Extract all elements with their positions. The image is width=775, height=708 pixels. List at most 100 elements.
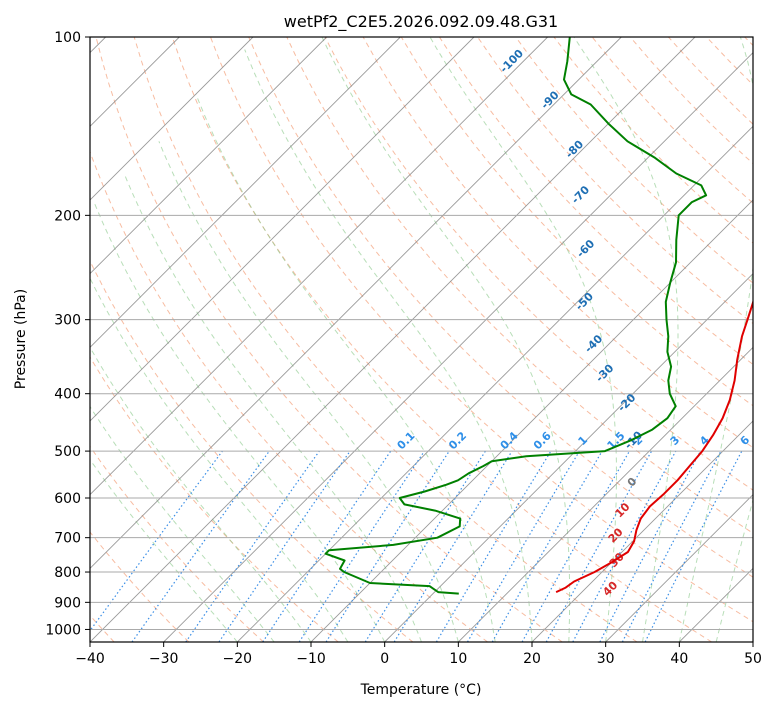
dry-adiabat-line <box>668 37 753 125</box>
moist-adiabat-line <box>90 458 238 642</box>
dry-adiabat-line <box>515 37 753 284</box>
mixing-ratio-line <box>218 450 351 642</box>
mixing-ratio-label: 0.4 <box>498 429 521 452</box>
dry-adiabat-line <box>744 37 753 47</box>
moist-adiabat-line <box>715 498 753 642</box>
dry-adiabat-line <box>90 259 414 642</box>
x-tick-label: −30 <box>149 651 179 667</box>
x-tick-label: 10 <box>449 651 467 667</box>
mixing-ratio-line <box>262 450 392 642</box>
isotherm-line <box>310 199 753 642</box>
y-tick-label: 100 <box>54 30 81 46</box>
y-tick-label: 400 <box>54 387 81 403</box>
dry-adiabat-line <box>171 37 712 642</box>
dry-adiabat-line <box>591 37 753 204</box>
isotherm-line <box>90 37 548 496</box>
mixing-ratio-line <box>644 450 743 642</box>
x-axis-ticks: −40 −30 −20 −10 0 10 20 30 40 50 <box>75 642 762 667</box>
y-tick-label: 800 <box>54 565 81 581</box>
dry-adiabat-label: -90 <box>538 88 561 111</box>
y-tick-label: 300 <box>54 313 81 329</box>
profiles <box>324 37 753 595</box>
dry-adiabat-label: -40 <box>582 332 605 355</box>
isotherm-line <box>90 37 622 569</box>
x-axis-label: Temperature (°C) <box>360 682 482 698</box>
mixing-ratio-line <box>131 450 270 642</box>
dry-adiabat-line <box>90 150 488 642</box>
mixing-ratio-line <box>466 450 580 642</box>
x-tick-label: 50 <box>744 651 762 667</box>
isotherm-line <box>458 346 753 642</box>
chart-title: wetPf2_C2E5.2026.092.09.48.G31 <box>284 12 558 32</box>
moist-adiabat-line <box>429 37 617 642</box>
mixing-ratio-line <box>90 450 223 632</box>
dry-adiabat-line <box>133 37 638 642</box>
y-tick-label: 600 <box>54 491 81 507</box>
isotherm-line <box>163 52 753 642</box>
dry-adiabat-line <box>438 37 753 366</box>
x-tick-label: −40 <box>75 651 105 667</box>
x-tick-label: 30 <box>597 651 615 667</box>
moist-adiabat-line <box>573 37 679 642</box>
dry-adiabat-line <box>90 531 190 642</box>
mixing-ratio-line <box>435 450 552 642</box>
moist-adiabat-line <box>123 173 422 642</box>
mixing-ratio-line <box>572 450 677 642</box>
y-tick-label: 700 <box>54 531 81 547</box>
mixing-ratio-line <box>185 450 320 642</box>
moist-adiabat-line <box>90 346 312 642</box>
mixing-ratio-label: 8 <box>763 433 775 448</box>
mixing-ratio-line <box>545 450 653 642</box>
x-tick-label: −20 <box>223 651 253 667</box>
moist-adiabat-line <box>321 37 571 642</box>
mixing-ratio-label: 0.6 <box>531 429 554 452</box>
dry-adiabat-line <box>400 37 753 407</box>
y-tick-label: 900 <box>54 595 81 611</box>
mixing-ratio-label: 3 <box>668 433 683 448</box>
dry-adiabat-label: -60 <box>574 237 597 260</box>
dry-adiabat-line <box>248 37 753 578</box>
y-tick-label: 200 <box>54 208 81 224</box>
dry-adiabat-label: 40 <box>600 579 620 599</box>
mixing-ratio-label: 1 <box>576 433 591 448</box>
isotherm-line <box>531 420 753 642</box>
isotherm-line <box>384 273 753 642</box>
dry-adiabat-line <box>95 37 563 642</box>
y-tick-label: 500 <box>54 444 81 460</box>
mixing-ratio-line <box>521 450 631 642</box>
dry-adiabat-label: -70 <box>569 183 592 206</box>
mixing-ratio-line <box>298 450 425 642</box>
dry-adiabat-label: -30 <box>593 361 616 384</box>
dry-adiabat-line <box>210 37 753 623</box>
pressure-gridlines <box>90 37 753 630</box>
x-tick-label: 0 <box>380 651 389 667</box>
dry-adiabat-line <box>90 445 264 642</box>
moist-adiabat-line <box>93 201 386 642</box>
isotherm-line <box>752 641 753 642</box>
mixing-ratio-line <box>325 450 450 642</box>
moist-adiabat-line <box>678 37 753 642</box>
isotherm-line <box>90 37 696 642</box>
moist-adiabat-line <box>90 277 349 642</box>
plot-frame <box>89 36 754 643</box>
x-tick-label: −10 <box>296 651 326 667</box>
isotherm-line <box>90 37 401 348</box>
mixing-ratio-label: 0.1 <box>395 429 418 452</box>
mixing-ratio-label: 0.2 <box>446 429 469 452</box>
y-axis-ticks: 100 200 300 400 500 600 700 800 900 1000 <box>45 30 90 638</box>
isotherm-line <box>237 125 753 642</box>
isotherm-line <box>90 37 254 201</box>
background-lines <box>90 37 753 642</box>
dry-adiabat-label: -100 <box>497 47 526 76</box>
x-tick-label: 20 <box>523 651 541 667</box>
isotherm-line <box>90 37 327 275</box>
x-tick-label: 40 <box>670 651 688 667</box>
dry-adiabat-line <box>90 356 339 642</box>
isotherm-line <box>605 494 753 642</box>
mixing-ratio-line <box>393 450 513 642</box>
y-tick-label: 1000 <box>45 622 81 638</box>
temperature-profile-line <box>555 299 753 594</box>
moist-adiabat-line <box>195 94 496 642</box>
dewpoint-profile-line <box>324 37 708 595</box>
